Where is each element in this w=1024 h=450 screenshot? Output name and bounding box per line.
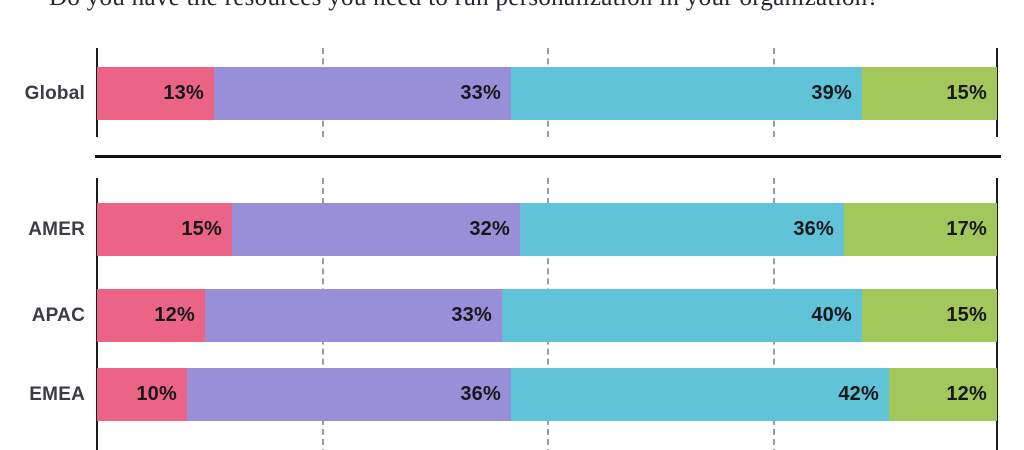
segment-value: 36% xyxy=(793,218,834,240)
axis-tick-right xyxy=(996,178,998,450)
bar-segment-teal: 42% xyxy=(511,368,889,421)
segment-value: 15% xyxy=(946,304,987,326)
segment-value: 17% xyxy=(946,218,987,240)
chart-title: Do you have the resources you need to ru… xyxy=(49,0,879,12)
bar-segment-purple: 36% xyxy=(187,368,511,421)
segment-value: 33% xyxy=(460,82,501,104)
bar-segment-pink: 15% xyxy=(97,203,232,256)
segment-value: 36% xyxy=(460,383,501,405)
bar-segment-purple: 32% xyxy=(232,203,520,256)
bar-segment-pink: 13% xyxy=(97,67,214,120)
bar-row-amer: AMER 15% 32% 36% 17% xyxy=(0,203,1024,256)
bar-row-emea: EMEA 10% 36% 42% 12% xyxy=(0,368,1024,421)
segment-value: 12% xyxy=(154,304,195,326)
bar-segment-green: 15% xyxy=(862,67,997,120)
bar-segment-green: 17% xyxy=(844,203,997,256)
bar-segment-teal: 39% xyxy=(511,67,862,120)
segment-value: 32% xyxy=(469,218,510,240)
category-label-emea: EMEA xyxy=(29,383,85,405)
bar-segment-pink: 10% xyxy=(97,368,187,421)
segment-value: 15% xyxy=(946,82,987,104)
bar-segment-teal: 40% xyxy=(502,289,862,342)
segment-value: 40% xyxy=(811,304,852,326)
segment-value: 12% xyxy=(946,383,987,405)
group-separator xyxy=(95,155,1001,158)
bar-segment-pink: 12% xyxy=(97,289,205,342)
bar-row-apac: APAC 12% 33% 40% 15% xyxy=(0,289,1024,342)
stacked-bar-amer: 15% 32% 36% 17% xyxy=(97,203,997,256)
category-label-amer: AMER xyxy=(28,218,85,240)
stacked-bar-global: 13% 33% 39% 15% xyxy=(97,67,997,120)
segment-value: 33% xyxy=(451,304,492,326)
bar-row-global: Global 13% 33% 39% 15% xyxy=(0,67,1024,120)
category-label-global: Global xyxy=(24,82,85,104)
segment-value: 13% xyxy=(163,82,204,104)
bar-segment-purple: 33% xyxy=(205,289,502,342)
segment-value: 42% xyxy=(838,383,879,405)
segment-value: 39% xyxy=(811,82,852,104)
axis-tick-right xyxy=(996,48,998,137)
category-label-apac: APAC xyxy=(31,304,85,326)
bar-segment-purple: 33% xyxy=(214,67,511,120)
stacked-bar-apac: 12% 33% 40% 15% xyxy=(97,289,997,342)
stacked-bar-emea: 10% 36% 42% 12% xyxy=(97,368,997,421)
segment-value: 15% xyxy=(181,218,222,240)
segment-value: 10% xyxy=(136,383,177,405)
bar-segment-green: 15% xyxy=(862,289,997,342)
bar-segment-teal: 36% xyxy=(520,203,844,256)
bar-segment-green: 12% xyxy=(889,368,997,421)
